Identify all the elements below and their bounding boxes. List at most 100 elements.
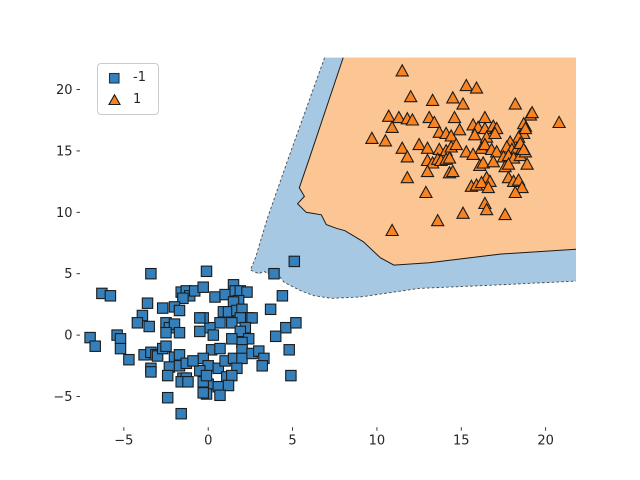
data-point-pos1 [486, 154, 501, 168]
data-point-neg1 [214, 389, 226, 402]
legend-triangle-marker-icon [108, 93, 121, 106]
legend-item: 1 [107, 91, 146, 109]
x-axis-tick-label: 20 [537, 434, 554, 449]
data-point-pos1 [520, 156, 535, 170]
data-point-pos1 [476, 155, 491, 169]
data-point-neg1 [173, 326, 186, 339]
data-point-pos1 [447, 110, 462, 124]
data-point-neg1 [194, 325, 206, 338]
data-point-pos1 [498, 207, 513, 221]
data-point-pos1 [391, 110, 406, 124]
data-point-neg1 [175, 407, 187, 420]
data-point-pos1 [474, 175, 489, 189]
data-point-neg1 [222, 379, 235, 392]
data-point-neg1 [209, 291, 221, 303]
data-point-neg1 [288, 255, 301, 268]
data-point-neg1 [285, 369, 297, 382]
data-point-pos1 [508, 185, 523, 199]
data-point-neg1 [160, 340, 172, 352]
data-point-pos1 [459, 78, 474, 92]
y-axis-tick-label: 15 [56, 144, 73, 159]
data-point-pos1 [427, 115, 442, 129]
data-point-neg1 [197, 387, 209, 399]
data-point-neg1 [160, 326, 172, 339]
legend-item: -1 [107, 69, 146, 87]
data-point-neg1 [268, 267, 280, 280]
legend: -1 1 [97, 63, 159, 115]
data-point-pos1 [381, 109, 396, 122]
data-point-neg1 [264, 303, 277, 316]
data-point-pos1 [395, 63, 410, 77]
data-point-neg1 [214, 317, 226, 329]
data-point-pos1 [412, 137, 427, 151]
data-point-pos1 [400, 170, 415, 184]
y-axis-tick-label: 0 [64, 329, 72, 344]
data-point-neg1 [200, 369, 213, 382]
data-point-pos1 [481, 180, 496, 194]
data-point-pos1 [378, 133, 393, 147]
data-point-neg1 [143, 320, 155, 333]
data-point-neg1 [197, 281, 209, 293]
data-point-neg1 [173, 349, 186, 361]
data-point-pos1 [479, 202, 494, 216]
data-point-neg1 [104, 290, 117, 302]
data-point-neg1 [212, 362, 225, 375]
data-point-pos1 [445, 90, 460, 104]
data-point-neg1 [280, 321, 292, 334]
data-point-pos1 [405, 112, 420, 126]
data-point-pos1 [420, 164, 435, 178]
data-point-pos1 [425, 93, 440, 106]
x-axis-tick-label: 10 [369, 434, 386, 449]
data-point-neg1 [214, 342, 226, 355]
data-point-neg1 [290, 317, 302, 329]
data-point-pos1 [552, 115, 567, 129]
data-point-neg1 [141, 297, 154, 309]
data-point-pos1 [518, 121, 533, 135]
y-axis-tick-label: 5 [64, 267, 72, 282]
data-point-neg1 [89, 340, 101, 352]
legend-label: -1 [133, 70, 146, 85]
data-point-pos1 [445, 164, 460, 178]
data-point-pos1 [442, 150, 457, 164]
y-axis-tick-label: 10 [56, 206, 73, 221]
data-point-neg1 [226, 369, 238, 382]
data-point-neg1 [177, 292, 189, 305]
data-point-neg1 [269, 330, 282, 343]
x-axis-tick-label: 15 [453, 434, 470, 449]
data-point-neg1 [246, 312, 258, 324]
data-point-pos1 [385, 120, 400, 133]
data-point-pos1 [400, 149, 415, 163]
data-point-neg1 [256, 360, 268, 372]
data-point-pos1 [525, 105, 540, 119]
data-point-pos1 [469, 80, 484, 94]
data-point-pos1 [508, 96, 523, 110]
data-point-neg1 [194, 312, 206, 324]
data-point-pos1 [477, 137, 492, 151]
data-point-neg1 [161, 369, 174, 382]
data-point-pos1 [516, 142, 531, 156]
data-point-neg1 [276, 290, 289, 302]
legend-label: 1 [133, 92, 142, 107]
x-axis-tick-label: 5 [288, 434, 296, 449]
data-point-neg1 [226, 317, 238, 329]
data-point-pos1 [403, 89, 418, 103]
scatter-points [84, 63, 567, 420]
data-point-neg1 [156, 302, 169, 314]
data-point-pos1 [418, 185, 433, 199]
data-point-pos1 [364, 131, 379, 144]
axes-ticks: −5 0 5 10 15 20 −5 0 5 10 15 20 [53, 83, 554, 449]
data-point-pos1 [449, 137, 464, 151]
data-point-neg1 [226, 333, 238, 345]
data-point-neg1 [241, 286, 253, 298]
data-point-pos1 [489, 144, 504, 158]
y-axis-tick-label: 20 [56, 83, 73, 98]
data-point-neg1 [173, 304, 186, 317]
data-point-neg1 [200, 265, 213, 278]
data-point-neg1 [123, 353, 135, 366]
data-point-pos1 [487, 126, 503, 140]
decision-region-class-pos1-boundary [296, 57, 577, 266]
data-point-pos1 [452, 122, 467, 136]
data-point-neg1 [114, 342, 127, 355]
data-point-pos1 [455, 96, 471, 110]
